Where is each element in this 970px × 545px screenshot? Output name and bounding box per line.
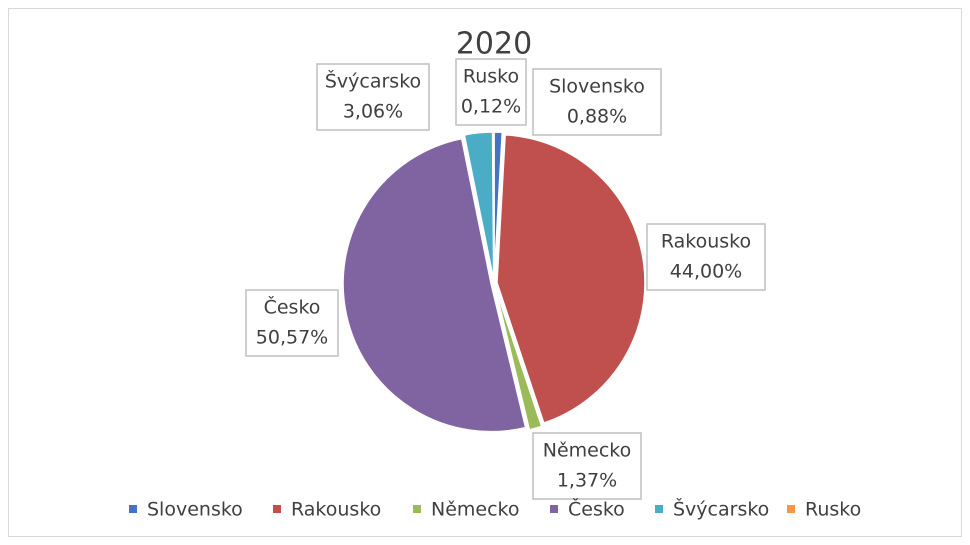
data-label-value: 3,06% (343, 101, 403, 123)
data-label-box (646, 223, 766, 291)
legend-label: Německo (431, 499, 520, 521)
data-label-value: 0,12% (461, 96, 521, 118)
data-label-name: Německo (543, 440, 632, 462)
data-label-box (455, 58, 527, 126)
data-label-box (532, 432, 642, 500)
legend-swatch (273, 505, 281, 513)
legend-swatch (129, 505, 137, 513)
legend-label: Rusko (805, 499, 861, 521)
legend-label: Rakousko (291, 499, 381, 521)
data-label-name: Rusko (463, 66, 519, 88)
data-label-name: Rakousko (661, 231, 751, 253)
chart-title: 2020 (456, 27, 532, 62)
legend-label: Slovensko (147, 499, 243, 521)
data-label-box (532, 68, 662, 136)
data-label-value: 44,00% (670, 261, 742, 283)
data-label-name: Švýcarsko (325, 69, 421, 93)
data-label-value: 0,88% (567, 106, 627, 128)
pie-slice (342, 137, 527, 433)
pie-slice (492, 131, 495, 281)
data-label-box (245, 289, 339, 357)
data-label-value: 50,57% (256, 327, 328, 349)
pie-slice (494, 285, 543, 431)
legend-swatch (413, 505, 421, 513)
legend-swatch (787, 505, 795, 513)
data-label-name: Slovensko (549, 76, 645, 98)
pie-slice (496, 134, 646, 424)
data-label-box (316, 63, 430, 131)
data-label-name: Česko (264, 295, 321, 319)
legend-label: Česko (568, 497, 625, 521)
legend-label: Švýcarsko (673, 497, 769, 521)
data-label-value: 1,37% (557, 470, 617, 492)
legend-swatch (550, 505, 558, 513)
legend-swatch (655, 505, 663, 513)
